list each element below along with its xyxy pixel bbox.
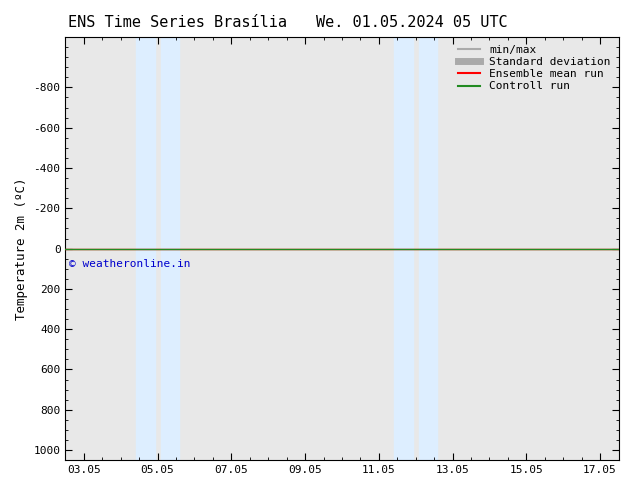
Bar (394, 37, 413, 460)
Bar (418, 37, 437, 460)
Bar (160, 37, 179, 460)
Text: ENS Time Series Brasília: ENS Time Series Brasília (68, 15, 287, 30)
Y-axis label: Temperature 2m (ºC): Temperature 2m (ºC) (15, 177, 28, 320)
Bar (136, 37, 155, 460)
Text: We. 01.05.2024 05 UTC: We. 01.05.2024 05 UTC (316, 15, 508, 30)
Text: © weatheronline.in: © weatheronline.in (69, 259, 191, 269)
Legend: min/max, Standard deviation, Ensemble mean run, Controll run: min/max, Standard deviation, Ensemble me… (454, 40, 615, 96)
